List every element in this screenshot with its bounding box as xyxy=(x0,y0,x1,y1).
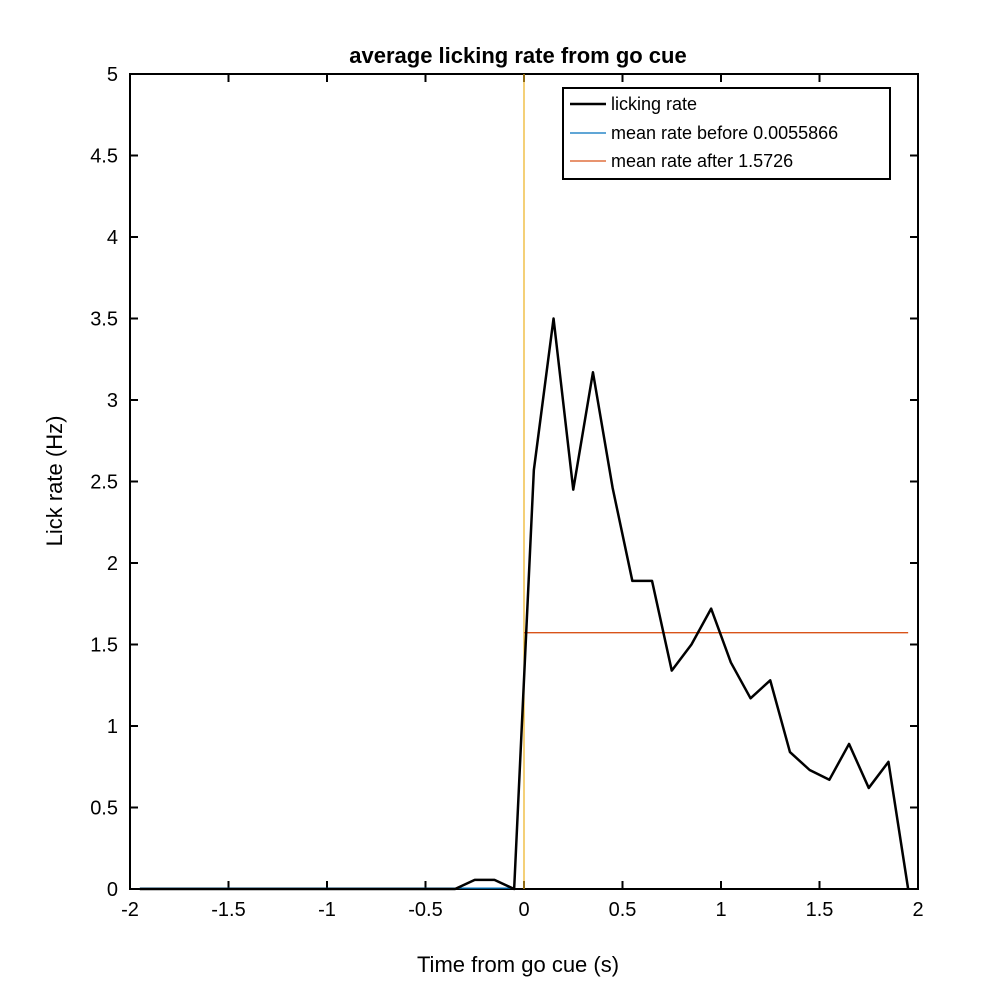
y-tick-label: 4 xyxy=(107,227,118,249)
x-axis-title: Time from go cue (s) xyxy=(417,952,619,977)
x-tick-label: -1 xyxy=(318,899,336,921)
series-layer xyxy=(139,74,910,891)
y-tick-label: 5 xyxy=(107,64,118,86)
y-tick-label: 3.5 xyxy=(90,309,118,331)
legend-label-mean-after: mean rate after 1.5726 xyxy=(611,151,793,171)
legend-box xyxy=(562,87,891,180)
y-axis-title: Lick rate (Hz) xyxy=(42,416,67,547)
x-tick-label: 0.5 xyxy=(609,899,637,921)
y-tick-label: 0 xyxy=(107,879,118,901)
chart-title: average licking rate from go cue xyxy=(349,43,686,68)
x-tick-label: -2 xyxy=(121,899,139,921)
series-licking-rate xyxy=(139,317,910,891)
y-tick-label: 2 xyxy=(107,553,118,575)
y-tick-label: 4.5 xyxy=(90,146,118,168)
x-tick-label: 2 xyxy=(912,899,923,921)
y-tick-label: 1.5 xyxy=(90,635,118,657)
y-tick-label: 3 xyxy=(107,390,118,412)
x-tick-label: 1 xyxy=(715,899,726,921)
y-tick-label: 0.5 xyxy=(90,798,118,820)
tick-labels: -2 -1.5 -1 -0.5 0 0.5 1 1.5 2 0 0.5 1 1.5 2 2.5 3 3.5 4 4.… xyxy=(90,64,923,921)
x-tick-label: 0 xyxy=(518,899,529,921)
y-tick-label: 2.5 xyxy=(90,472,118,494)
y-tick-label: 1 xyxy=(107,716,118,738)
legend-label-licking-rate: licking rate xyxy=(611,94,697,114)
legend: licking rate mean rate before 0.0055866 … xyxy=(562,87,891,180)
legend-label-mean-before: mean rate before 0.0055866 xyxy=(611,123,838,143)
x-tick-label: -0.5 xyxy=(408,899,442,921)
x-tick-label: 1.5 xyxy=(806,899,834,921)
x-tick-label: -1.5 xyxy=(211,899,245,921)
